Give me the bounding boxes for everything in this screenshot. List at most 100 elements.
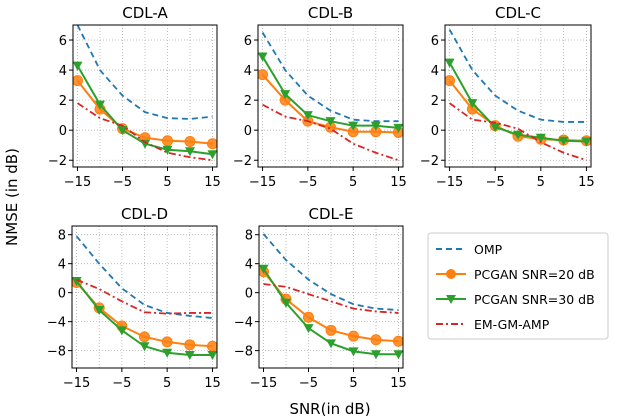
y-tick-label: 0	[244, 124, 252, 139]
series-line-omp	[261, 32, 399, 123]
x-tick-label: −15	[63, 376, 90, 391]
x-tick-label: 15	[204, 376, 221, 391]
data-point-triangle	[535, 133, 546, 143]
x-tick-label: −5	[299, 376, 318, 391]
data-point-circle	[445, 75, 456, 87]
x-tick-label: −15	[250, 376, 277, 391]
data-point-triangle	[393, 123, 403, 133]
data-point-circle	[184, 339, 196, 351]
data-point-triangle	[207, 150, 217, 160]
legend-label: EM-GM-AMP	[474, 317, 550, 332]
panel-cdl-a: −15 −5 5 15 −2 0 2 4 6 CDL-A	[48, 4, 221, 190]
axes-frame	[72, 24, 218, 168]
panel-cdl-c: −15 −5 5 15 −2 0 2 4 6 CDL-C	[420, 4, 595, 190]
data-point-circle	[370, 334, 382, 346]
panel-cdl-b: −15 −5 5 15 −2 0 2 4 6 CDL-B	[233, 4, 407, 190]
panel-cdl-e: −15 −5 5 15 −8 −4 0 4 8 CDL-E	[234, 205, 407, 391]
data-point-triangle	[325, 117, 336, 127]
data-point-circle	[207, 138, 217, 150]
y-tick-label: 4	[431, 64, 439, 79]
panel-title: CDL-A	[122, 4, 168, 22]
panel-title: CDL-B	[308, 4, 353, 22]
data-point-circle	[258, 69, 269, 81]
axes-frame	[71, 225, 218, 369]
series-group	[258, 32, 403, 162]
data-point-triangle	[581, 137, 591, 147]
x-tick-label: 5	[163, 376, 171, 391]
x-tick-label: −5	[113, 175, 132, 190]
data-point-triangle	[72, 277, 82, 287]
data-point-triangle	[116, 326, 127, 336]
series-line-omp	[262, 233, 399, 311]
data-point-triangle	[184, 350, 195, 360]
y-tick-label: 4	[58, 258, 66, 273]
x-tick-label: −5	[298, 175, 317, 190]
panel-title: CDL-C	[495, 4, 541, 22]
data-point-circle	[161, 336, 173, 348]
legend: OMP PCGAN SNR=20 dB PCGAN SNR=30 dB EM-GM-A…	[427, 232, 609, 340]
legend-label: OMP	[474, 242, 503, 257]
data-point-circle	[303, 311, 314, 323]
y-tick-label: 0	[431, 124, 439, 139]
series-line-em-gm-amp	[76, 278, 213, 315]
y-tick-label: 2	[431, 94, 439, 109]
x-tick-label: −15	[64, 175, 91, 190]
legend-label: PCGAN SNR=30 dB	[474, 292, 595, 307]
data-point-triangle	[94, 306, 105, 316]
x-tick-label: 15	[204, 175, 221, 190]
data-point-triangle	[370, 121, 381, 131]
y-tick-label: 2	[59, 94, 67, 109]
data-point-triangle	[117, 126, 128, 136]
data-point-triangle	[513, 130, 523, 140]
x-tick-label: 15	[390, 376, 407, 391]
x-axis-label: SNR(in dB)	[289, 400, 370, 418]
data-point-triangle	[140, 139, 150, 149]
series-line-omp	[75, 235, 213, 319]
x-tick-label: 15	[390, 175, 407, 190]
y-tick-label: −8	[234, 345, 253, 360]
x-tick-label: 5	[537, 175, 545, 190]
data-point-triangle	[302, 111, 313, 121]
axes-frame	[257, 24, 404, 168]
data-point-circle	[348, 330, 359, 342]
axes-frame	[258, 225, 404, 369]
data-point-circle	[206, 340, 217, 352]
y-tick-label: 0	[58, 287, 66, 302]
x-tick-label: 5	[349, 175, 357, 190]
y-tick-label: −4	[234, 316, 253, 331]
series-line-em-gm-amp	[77, 102, 213, 162]
data-point-triangle	[348, 121, 359, 131]
data-point-circle	[184, 135, 196, 147]
panel-cdl-d: −15 −5 5 15 −8 −4 0 4 8 CDL-D	[47, 205, 221, 391]
series-line-omp	[76, 25, 213, 120]
series-group	[73, 25, 217, 162]
y-tick-label: 6	[431, 34, 439, 49]
data-point-triangle	[393, 350, 403, 360]
series-line-omp	[448, 29, 587, 123]
y-tick-label: 4	[244, 64, 252, 79]
y-tick-label: 0	[59, 124, 67, 139]
y-tick-label: 6	[59, 34, 67, 49]
legend-marker-triangle	[446, 295, 456, 304]
y-tick-label: −8	[47, 345, 66, 360]
data-point-triangle	[162, 348, 173, 358]
series-line-em-gm-amp	[263, 283, 399, 314]
y-tick-label: 0	[245, 287, 253, 302]
y-tick-label: 4	[245, 258, 253, 273]
y-tick-label: −2	[420, 154, 439, 169]
series-group	[445, 29, 591, 162]
data-point-triangle	[139, 342, 150, 352]
data-point-circle	[393, 335, 403, 347]
series-line-em-gm-amp	[449, 102, 587, 162]
x-tick-label: −5	[486, 175, 505, 190]
data-point-triangle	[95, 100, 105, 110]
x-tick-label: −15	[249, 175, 276, 190]
data-point-triangle	[467, 99, 478, 109]
x-tick-label: −5	[112, 376, 131, 391]
data-point-circle	[73, 75, 83, 87]
data-point-circle	[325, 324, 337, 336]
legend-box	[427, 232, 609, 340]
data-point-triangle	[303, 324, 314, 334]
